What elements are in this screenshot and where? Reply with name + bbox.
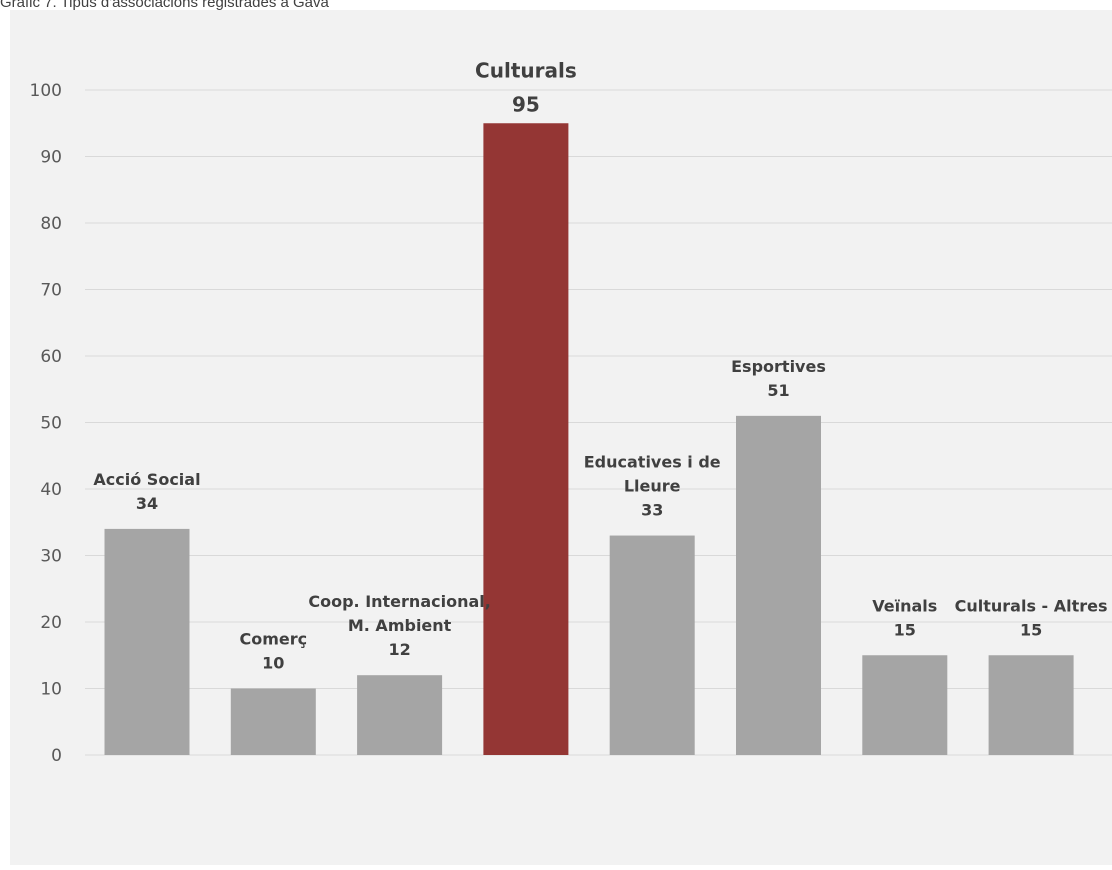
data-label-value: 10 bbox=[262, 654, 284, 673]
data-label-value: 95 bbox=[512, 92, 540, 116]
y-tick-label: 40 bbox=[40, 480, 62, 500]
data-label-category: Lleure bbox=[624, 477, 681, 496]
y-tick-label: 80 bbox=[40, 214, 62, 234]
bars bbox=[104, 123, 1074, 755]
data-label-category: Comerç bbox=[239, 630, 307, 649]
bar-comer- bbox=[230, 688, 316, 755]
bar-culturals-altres bbox=[988, 655, 1074, 755]
y-tick-label: 10 bbox=[40, 680, 62, 700]
data-label-value: 34 bbox=[136, 494, 158, 513]
data-label-category: Culturals bbox=[475, 58, 577, 82]
data-label: Culturals - Altres 15 bbox=[955, 596, 1108, 639]
y-axis: 0 10 20 30 40 50 60 70 80 90 100 bbox=[30, 81, 62, 766]
data-label: Veïnals 15 bbox=[872, 596, 937, 639]
data-label-value: 33 bbox=[641, 501, 663, 520]
data-label-value: 12 bbox=[388, 640, 410, 659]
bar-ve-nals bbox=[862, 655, 948, 755]
data-label-category: Coop. Internacional, bbox=[308, 592, 490, 611]
y-tick-label: 20 bbox=[40, 613, 62, 633]
data-label-category: Acció Social bbox=[93, 470, 200, 489]
data-label: Comerç 10 bbox=[239, 630, 307, 673]
data-label-category: Veïnals bbox=[872, 596, 937, 615]
y-tick-label: 90 bbox=[40, 148, 62, 168]
y-tick-label: 70 bbox=[40, 281, 62, 301]
data-label-value: 15 bbox=[894, 620, 916, 639]
gridlines bbox=[85, 89, 1112, 756]
data-label: Acció Social 34 bbox=[93, 470, 200, 513]
data-label-value: 51 bbox=[767, 381, 789, 400]
y-tick-label: 100 bbox=[30, 81, 62, 101]
data-label-category: Educatives i de bbox=[584, 453, 721, 472]
y-tick-label: 60 bbox=[40, 347, 62, 367]
data-label-category: Culturals - Altres bbox=[955, 596, 1108, 615]
figure-caption: Gràfic 7. Tipus d'associacions registrad… bbox=[0, 0, 329, 11]
y-tick-label: 30 bbox=[40, 547, 62, 567]
data-label: Educatives i de Lleure 33 bbox=[584, 453, 721, 520]
data-labels: Acció Social 34 Comerç 10 Coop. Internaciona… bbox=[93, 58, 1107, 672]
bar-acci-social bbox=[104, 528, 190, 755]
bar-esportives bbox=[736, 415, 821, 755]
data-label: Culturals 95 bbox=[475, 58, 577, 116]
data-label: Coop. Internacional, M. Ambient 12 bbox=[308, 592, 490, 659]
data-label-value: 15 bbox=[1020, 620, 1042, 639]
bar-coop-internacional-m-ambient bbox=[357, 675, 443, 755]
chart-area: 0 10 20 30 40 50 60 70 80 90 100 Acció Social 34 Com… bbox=[10, 10, 1112, 865]
bar-culturals bbox=[483, 123, 569, 755]
y-tick-label: 50 bbox=[40, 414, 62, 434]
data-label-category: M. Ambient bbox=[348, 616, 452, 635]
bar-chart: 0 10 20 30 40 50 60 70 80 90 100 Acció Social 34 Com… bbox=[30, 58, 1112, 766]
data-label: Esportives 51 bbox=[731, 357, 826, 400]
bar-educatives-i-de-lleure bbox=[609, 535, 695, 755]
data-label-category: Esportives bbox=[731, 357, 826, 376]
y-tick-label: 0 bbox=[51, 746, 62, 766]
